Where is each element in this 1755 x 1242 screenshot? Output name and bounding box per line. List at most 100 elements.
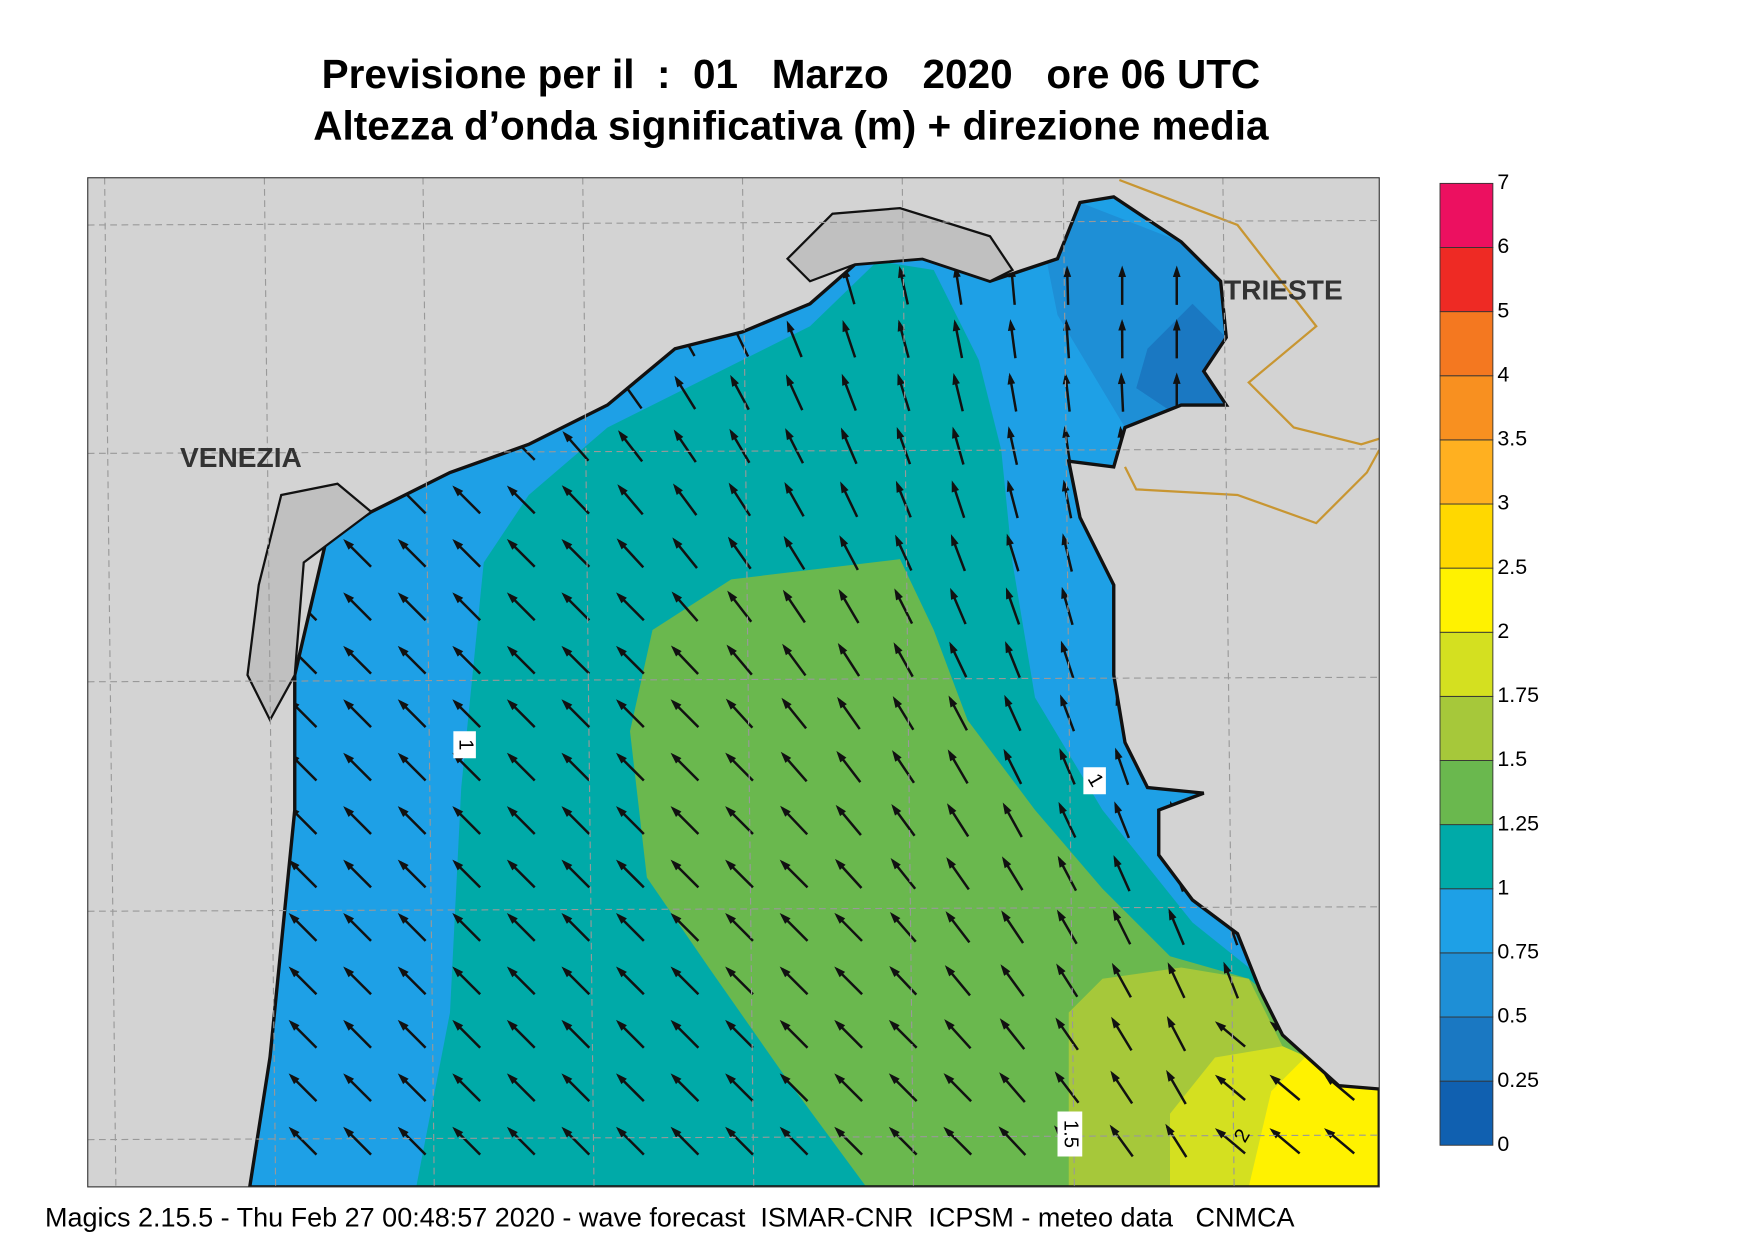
arrow-head: [670, 966, 682, 978]
arrow-head: [1111, 962, 1121, 975]
arrow-head: [452, 1073, 464, 1085]
arrow-head: [397, 1126, 409, 1138]
arrow-head: [943, 1126, 955, 1138]
arrow-head: [726, 644, 737, 656]
arrow-head: [343, 592, 355, 604]
arrow-head: [343, 1019, 355, 1031]
arrow-head: [943, 1073, 955, 1085]
arrow-head: [1060, 640, 1069, 653]
colorbar-label: 2: [1497, 619, 1509, 643]
arrow-head: [452, 538, 464, 550]
arrow-head: [841, 373, 850, 386]
arrow-head: [1060, 694, 1068, 707]
arrow-head: [894, 588, 903, 601]
arrow-head: [343, 806, 355, 817]
arrow-head: [452, 1019, 464, 1031]
arrow-head: [893, 642, 903, 655]
contour-label-box: [453, 731, 476, 759]
place-label: VENEZIA: [180, 442, 302, 473]
arrow-head: [397, 966, 409, 978]
arrow-head: [670, 645, 682, 657]
color-swatch: [1439, 439, 1494, 505]
colorbar-label: 0.5: [1497, 1004, 1527, 1028]
arrow-head: [725, 1019, 736, 1031]
arrow-head: [397, 806, 409, 817]
arrow-head: [506, 1073, 518, 1085]
arrow-head: [999, 1072, 1010, 1084]
arrow-head: [397, 592, 409, 604]
arrow-head: [840, 427, 850, 440]
color-swatch: [1439, 247, 1494, 313]
arrow-head: [1061, 479, 1070, 492]
arrow-head: [779, 1126, 791, 1138]
arrow-head: [561, 645, 573, 657]
arrow-head: [892, 750, 902, 762]
arrow-head: [946, 803, 957, 816]
map: VENEZIA TRIESTE 1 1 1.5 2: [87, 177, 1380, 1187]
grid-line: [87, 1134, 1380, 1141]
arrow-head: [561, 1019, 573, 1031]
arrow-head: [779, 1073, 791, 1085]
arrow-head: [1007, 319, 1016, 332]
arrow-head: [785, 374, 795, 387]
arrow-head: [889, 966, 900, 978]
arrow-head: [670, 1073, 682, 1085]
arrow-head: [343, 752, 355, 764]
arrow-head: [397, 913, 409, 924]
arrow-head: [561, 859, 573, 871]
title: Previsione per il : 01 Marzo 2020 ore 06…: [322, 51, 1261, 97]
arrow-head: [897, 373, 905, 386]
arrow-head: [896, 427, 905, 440]
arrow-head: [1057, 855, 1067, 868]
arrow-head: [728, 482, 739, 495]
arrow-head: [1117, 372, 1126, 385]
arrow-head: [343, 913, 355, 924]
place-label: TRIESTE: [1224, 274, 1343, 305]
arrow-head: [616, 806, 627, 817]
arrow-head: [835, 858, 846, 870]
arrow-head: [616, 1126, 627, 1138]
arrow-head: [1165, 1123, 1175, 1136]
arrow-head: [1214, 1128, 1227, 1139]
arrow-head: [782, 589, 793, 602]
arrow-head: [343, 538, 355, 550]
arrow-head: [1002, 802, 1012, 815]
arrow-head: [1166, 1016, 1176, 1029]
arrow-head: [616, 538, 628, 550]
arrow-head: [950, 587, 959, 600]
arrow-head: [671, 591, 683, 603]
arrow-head: [784, 481, 794, 494]
arrow-head: [452, 645, 464, 657]
colorbar-label: 4: [1497, 362, 1509, 386]
arrow-head: [343, 1073, 355, 1085]
contour-label-box: [1083, 767, 1106, 795]
arrow-head: [780, 751, 792, 763]
arrow-head: [1113, 855, 1122, 868]
arrow-head: [727, 590, 738, 603]
arrow-head: [840, 481, 849, 494]
arrow-head: [616, 913, 627, 924]
arrow-head: [1007, 426, 1015, 439]
arrow-head: [950, 534, 959, 547]
arrow-head: [452, 859, 464, 871]
arrow-head: [506, 752, 518, 764]
arrow-head: [1005, 641, 1013, 654]
color-swatch: [1439, 631, 1494, 697]
arrow-head: [343, 859, 355, 871]
arrow-head: [670, 806, 682, 817]
color-swatch: [1439, 952, 1494, 1018]
arrow-head: [730, 374, 739, 387]
arrow-head: [1001, 910, 1011, 923]
arrow-head: [670, 1126, 682, 1138]
arrow-head: [1111, 1016, 1121, 1029]
arrow-head: [452, 592, 464, 604]
arrow-head: [837, 696, 847, 709]
arrow-head: [835, 804, 847, 817]
arrow-head: [561, 1073, 573, 1085]
arrow-head: [782, 643, 793, 656]
arrow-head: [1055, 1017, 1066, 1030]
arrow-head: [1056, 963, 1066, 976]
subtitle: Altezza d’onda significativa (m) + direz…: [313, 103, 1269, 149]
arrow-head: [616, 859, 627, 871]
arrow-head: [397, 752, 409, 764]
